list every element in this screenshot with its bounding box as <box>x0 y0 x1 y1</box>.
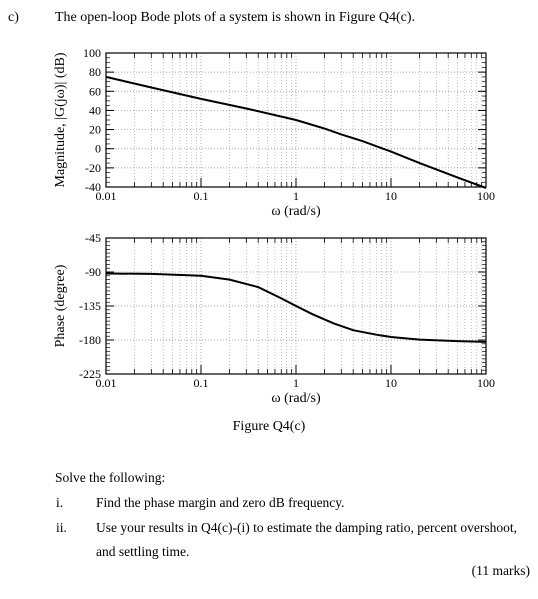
x-tick-label: 100 <box>477 189 495 203</box>
x-tick-label: 0.1 <box>194 376 209 390</box>
y-tick-label: -20 <box>85 161 101 175</box>
x-tick-label: 10 <box>385 376 397 390</box>
y-axis-label: Phase (degree) <box>53 264 68 347</box>
y-tick-label: -45 <box>85 231 101 245</box>
y-axis-label: Magnitude, |G(jω)| (dB) <box>53 52 68 187</box>
plot-frame <box>105 237 487 375</box>
question-label: c) <box>8 10 19 25</box>
series-line <box>105 75 487 189</box>
y-tick-label: -135 <box>79 299 101 313</box>
plot-magnitude: 0.01 0.1 1 10 100 100 80 60 40 20 0 -20 -40 ω (rad/s)… <box>53 46 495 219</box>
x-tick-label: 100 <box>477 376 495 390</box>
y-tick-label: 20 <box>89 123 101 137</box>
y-tick-label: -40 <box>85 180 101 194</box>
x-tick-label: 0.1 <box>194 189 209 203</box>
x-axis-label: ω (rad/s) <box>271 391 321 406</box>
item-2-number: ii. <box>56 520 67 535</box>
marks: (11 marks) <box>471 563 530 578</box>
solve-heading: Solve the following: <box>55 470 166 485</box>
figure-caption: Figure Q4(c) <box>232 419 306 434</box>
y-tick-label: 0 <box>95 142 101 156</box>
y-tick-label: 40 <box>89 103 101 117</box>
item-2-text-line-1: Use your results in Q4(c)-(i) to estimat… <box>96 520 518 535</box>
x-tick-label: 1 <box>293 189 299 203</box>
y-tick-label: -180 <box>79 333 101 347</box>
y-tick-label: -225 <box>79 367 101 381</box>
plot-frame <box>105 52 487 188</box>
x-axis-label: ω (rad/s) <box>271 204 321 219</box>
bode-plots: 0.01 0.1 1 10 100 100 80 60 40 20 0 -20 -40 ω (rad/s)… <box>53 46 495 406</box>
x-tick-label: 0.01 <box>96 376 117 390</box>
item-2-text-line-2: and settling time. <box>96 544 190 559</box>
plot-phase: 0.01 0.1 1 10 100 -45 -90 -135 -180 -225 ω (rad/s)… <box>53 231 495 406</box>
item-1-text: Find the phase margin and zero dB freque… <box>96 495 345 510</box>
x-tick-label: 0.01 <box>96 189 117 203</box>
y-tick-label: 100 <box>83 46 101 60</box>
y-tick-label: -90 <box>85 265 101 279</box>
question-intro: The open-loop Bode plots of a system is … <box>55 10 416 25</box>
series-line <box>105 272 487 343</box>
x-tick-label: 10 <box>385 189 397 203</box>
item-1-number: i. <box>56 495 64 510</box>
x-tick-label: 1 <box>293 376 299 390</box>
y-tick-label: 60 <box>89 84 101 98</box>
y-tick-label: 80 <box>89 65 101 79</box>
